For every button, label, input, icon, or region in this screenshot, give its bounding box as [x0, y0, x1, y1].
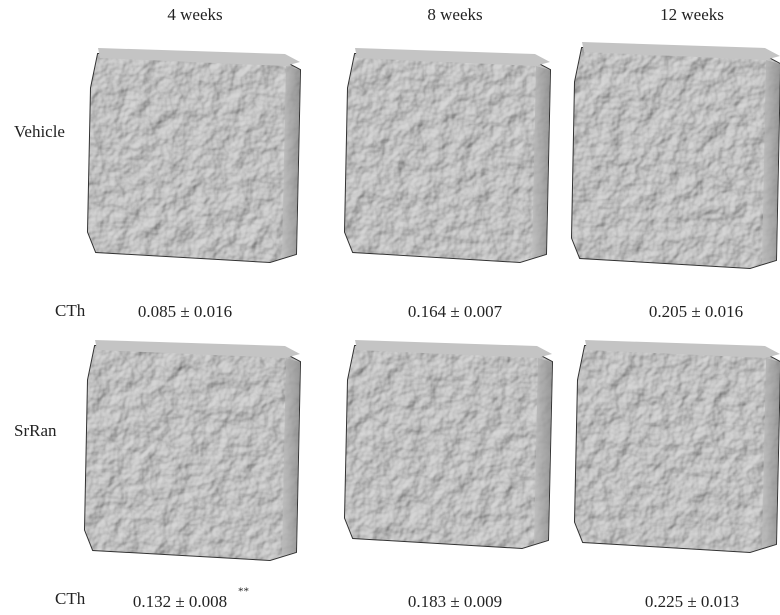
cth-value: 0.085 ± 0.016	[138, 302, 232, 321]
column-header: 8 weeks	[427, 5, 482, 24]
specimen-surface	[88, 54, 300, 262]
cth-value: 0.183 ± 0.009	[408, 592, 502, 611]
row-label: SrRan	[14, 421, 57, 440]
specimen-surface	[85, 346, 300, 560]
specimen-surface	[345, 346, 552, 548]
significance-mark: **	[238, 586, 249, 598]
cth-value: 0.132 ± 0.008	[133, 592, 227, 611]
cth-value: 0.205 ± 0.016	[649, 302, 743, 321]
column-header: 12 weeks	[660, 5, 724, 24]
figure: 4 weeks 8 weeks 12 weeks Vehicle SrRan C…	[0, 0, 780, 615]
cth-label: CTh	[55, 589, 86, 608]
specimen-surface	[575, 346, 780, 552]
specimen-surface	[572, 48, 780, 268]
cth-value: 0.225 ± 0.013	[645, 592, 739, 611]
column-header: 4 weeks	[167, 5, 222, 24]
specimen-surface	[345, 54, 550, 262]
cth-label: CTh	[55, 301, 86, 320]
row-label: Vehicle	[14, 122, 65, 141]
cth-value: 0.164 ± 0.007	[408, 302, 503, 321]
